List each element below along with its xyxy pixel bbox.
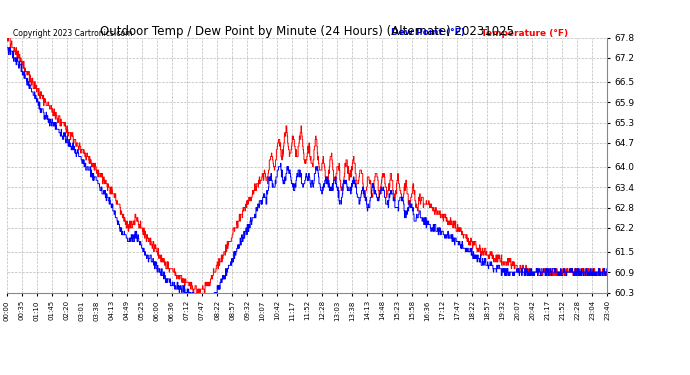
Text: Dew Point (°F): Dew Point (°F) [391, 28, 465, 38]
Text: Temperature (°F): Temperature (°F) [481, 28, 569, 38]
Text: Copyright 2023 Cartronics.com: Copyright 2023 Cartronics.com [13, 28, 132, 38]
Title: Outdoor Temp / Dew Point by Minute (24 Hours) (Alternate) 20231025: Outdoor Temp / Dew Point by Minute (24 H… [100, 24, 514, 38]
